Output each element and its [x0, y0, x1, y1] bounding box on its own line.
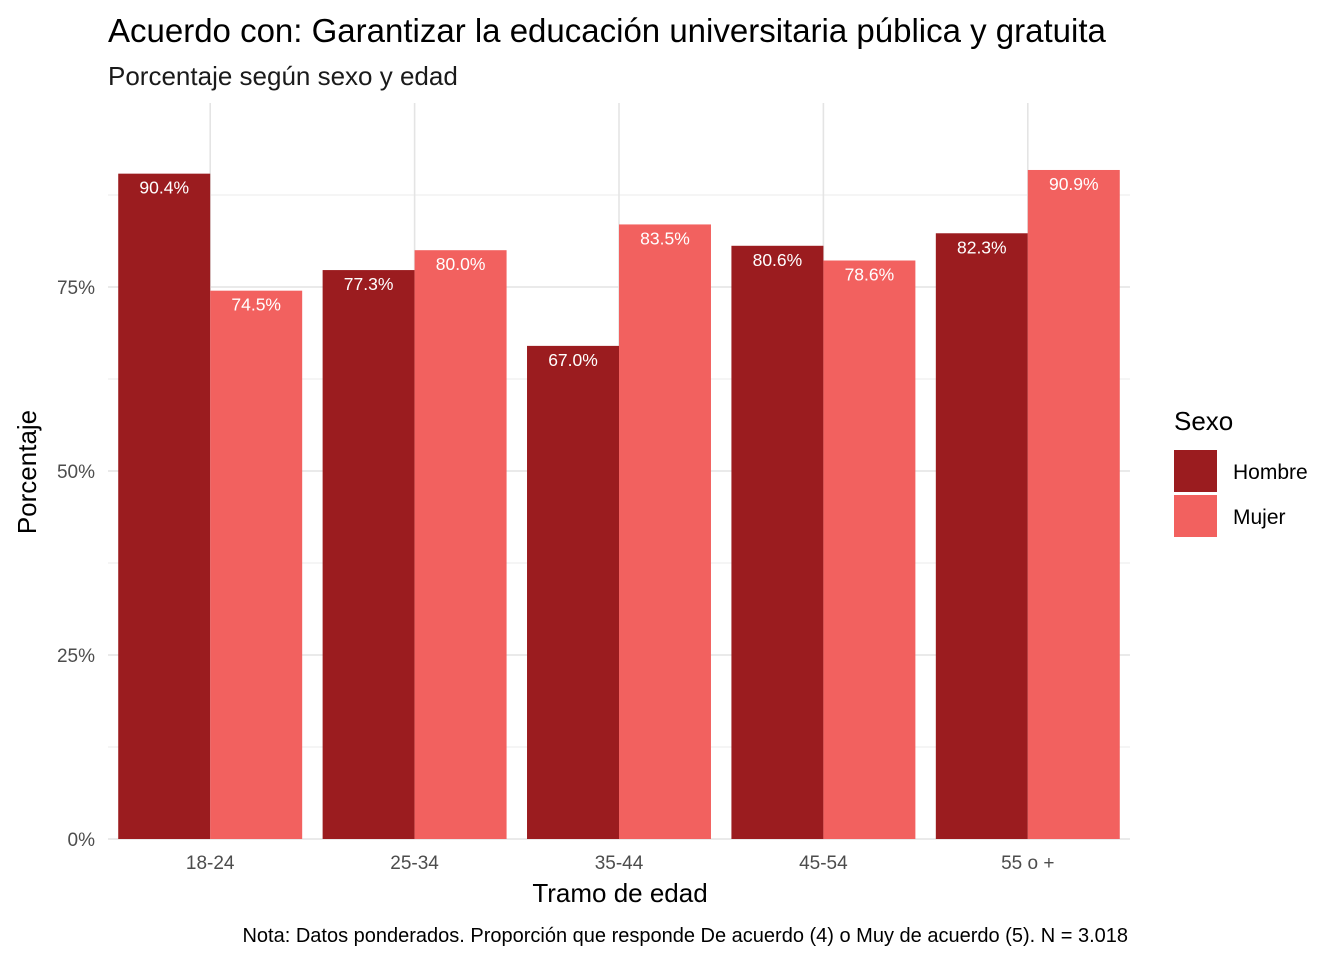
bar-mujer — [210, 290, 303, 839]
legend-key-mujer — [1174, 495, 1217, 537]
plot-area: 0% 25% 50% 75% 90.4% 74.5% 18-24 77.3% 80.0% 25-3… — [57, 103, 1130, 874]
data-label: 78.6% — [845, 265, 895, 285]
data-label: 74.5% — [231, 295, 281, 315]
legend-label: Hombre — [1233, 461, 1308, 484]
y-tick-label: 0% — [68, 830, 96, 851]
data-label: 83.5% — [640, 228, 690, 248]
legend: Sexo Hombre Mujer — [1174, 406, 1308, 537]
bar-mujer — [414, 250, 507, 839]
bar-mujer — [1027, 169, 1120, 839]
data-label: 67.0% — [548, 350, 598, 370]
x-tick-label: 55 o + — [1001, 853, 1054, 874]
data-label: 77.3% — [344, 274, 394, 294]
bar-mujer — [823, 260, 916, 839]
bar-hombre — [527, 345, 619, 839]
data-label: 90.9% — [1049, 174, 1099, 194]
legend-key-hombre — [1174, 450, 1217, 492]
x-tick-label: 25-34 — [390, 853, 439, 874]
bar-hombre — [322, 270, 415, 839]
bar-mujer — [619, 224, 711, 839]
y-tick-label: 25% — [57, 646, 95, 667]
x-tick-label: 45-54 — [799, 853, 848, 874]
x-tick-label: 18-24 — [186, 853, 235, 874]
data-label: 80.0% — [436, 254, 486, 274]
data-label: 82.3% — [957, 237, 1007, 257]
x-tick-label: 35-44 — [595, 853, 644, 874]
legend-label: Mujer — [1233, 506, 1286, 529]
data-label: 90.4% — [139, 178, 189, 198]
chart-caption: Nota: Datos ponderados. Proporción que r… — [242, 925, 1128, 947]
bar-hombre — [118, 173, 211, 839]
chart-title: Acuerdo con: Garantizar la educación uni… — [108, 12, 1107, 49]
chart-subtitle: Porcentaje según sexo y edad — [108, 61, 458, 91]
bar-hombre — [935, 233, 1028, 840]
data-label: 80.6% — [753, 250, 803, 270]
y-tick-label: 75% — [57, 278, 95, 299]
legend-title: Sexo — [1174, 406, 1233, 436]
x-axis-title: Tramo de edad — [532, 878, 707, 908]
y-axis-title: Porcentaje — [12, 410, 42, 534]
y-tick-label: 50% — [57, 462, 95, 483]
bar-hombre — [731, 245, 824, 839]
